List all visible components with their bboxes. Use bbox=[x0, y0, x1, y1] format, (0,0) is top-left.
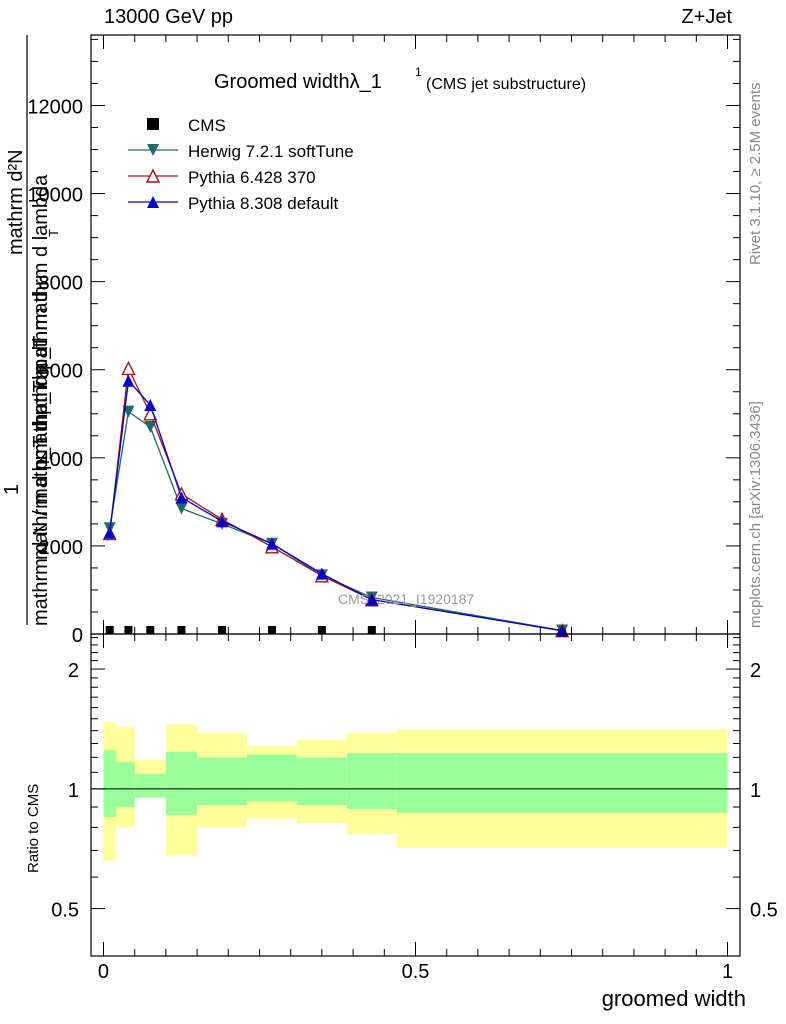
ratio-ytick-label: 2 bbox=[68, 660, 79, 682]
legend-label-0: CMS bbox=[188, 116, 226, 135]
xtick-label: 0 bbox=[98, 961, 109, 983]
legend-marker-2 bbox=[145, 168, 161, 183]
series-3-point bbox=[122, 374, 135, 387]
xlabel: groomed width bbox=[602, 986, 746, 1011]
plot-title-note: (CMS jet substructure) bbox=[426, 76, 586, 93]
ylabel-one: 1 bbox=[1, 484, 23, 495]
ylabel-numerator-lower: mathrm d p_T mathrm d lambda bbox=[30, 174, 52, 460]
legend-marker-3 bbox=[147, 196, 159, 208]
xtick-label: 0.5 bbox=[402, 961, 430, 983]
series-3-point bbox=[175, 491, 188, 504]
ylabel-denominator-upper: mathrm d p_T mathrm d bbox=[30, 346, 52, 560]
series-0-point bbox=[177, 626, 186, 634]
xtick-label: 1 bbox=[722, 961, 733, 983]
main-ytick-label: 2000 bbox=[39, 537, 84, 559]
main-ylabel-group: mathrm d²N mathrm d p_T mathrm d lambda … bbox=[1, 35, 61, 626]
main-ytick-label: 6000 bbox=[39, 361, 84, 383]
ratio-ytick-label: 0.5 bbox=[51, 900, 79, 922]
plot-title-superscript: 1 bbox=[415, 65, 422, 79]
ratio-stat-band bbox=[134, 773, 166, 798]
ratio-ytick-label-right: 0.5 bbox=[750, 900, 778, 922]
ratio-stat-band bbox=[296, 757, 347, 806]
legend-label-3: Pythia 8.308 default bbox=[188, 194, 339, 213]
ratio-bands bbox=[103, 722, 728, 861]
series-line-1 bbox=[109, 410, 563, 632]
series-2-point bbox=[121, 360, 136, 376]
main-ytick-label: 0 bbox=[72, 625, 83, 647]
series-0-point bbox=[267, 626, 276, 634]
ylabel-denominator: mathrm d N / mathrm d p_T mathrm d ... bbox=[30, 269, 52, 627]
ylabel-numerator: mathrm d²N bbox=[5, 149, 27, 255]
main-ytick-label: 4000 bbox=[39, 449, 84, 471]
axis-ticks bbox=[91, 35, 740, 956]
legend-label-1: Herwig 7.2.1 softTune bbox=[188, 142, 354, 161]
series-3-point bbox=[365, 593, 378, 606]
legend-marker-1 bbox=[147, 144, 159, 156]
ratio-ylabel: Ratio to CMS bbox=[25, 784, 42, 873]
header-energy-label: 13000 GeV pp bbox=[104, 6, 233, 28]
series-0-point bbox=[146, 626, 155, 634]
ratio-stat-band bbox=[115, 761, 135, 808]
main-series-group bbox=[102, 360, 570, 638]
ratio-stat-band bbox=[197, 757, 248, 806]
main-ytick-label: 10000 bbox=[27, 185, 83, 207]
legend-label-2: Pythia 6.428 370 bbox=[188, 168, 316, 187]
ratio-ytick-label: 1 bbox=[68, 780, 79, 802]
series-1-point bbox=[144, 420, 157, 433]
legend: CMS Herwig 7.2.1 softTune Pythia 6.428 370… bbox=[128, 116, 354, 213]
main-ytick-label: 8000 bbox=[39, 273, 84, 295]
ylabel-subscript: T bbox=[46, 229, 61, 237]
header-process-label: Z+Jet bbox=[681, 6, 732, 28]
ratio-stat-band bbox=[165, 751, 198, 815]
analysis-watermark: CMS_2021_I1920187 bbox=[338, 591, 474, 607]
series-3-point bbox=[216, 515, 229, 528]
series-0-point bbox=[218, 626, 227, 634]
series-0-point bbox=[367, 626, 376, 634]
series-0-point bbox=[105, 626, 114, 634]
ratio-ytick-label-right: 1 bbox=[750, 780, 761, 802]
mcplots-side-label: mcplots.cern.ch [arXiv:1306.3436] bbox=[747, 401, 764, 628]
ratio-ytick-label-right: 2 bbox=[750, 660, 761, 682]
main-ytick-label: 12000 bbox=[27, 96, 83, 118]
axis-tick-labels: 0 2000 4000 6000 8000 10000 12000 0 0.5 1 0.5 0.5 1 1… bbox=[27, 96, 777, 983]
series-3-point bbox=[103, 526, 116, 539]
series-3-point bbox=[144, 398, 157, 411]
series-0-point bbox=[124, 626, 133, 634]
ratio-stat-band bbox=[247, 754, 297, 802]
rivet-side-label: Rivet 3.1.10, ≥ 2.5M events bbox=[747, 83, 764, 266]
series-3-point bbox=[265, 537, 278, 550]
ratio-stat-band bbox=[346, 753, 397, 809]
ratio-stat-band bbox=[103, 750, 116, 817]
legend-marker-0 bbox=[147, 118, 159, 130]
series-3-point bbox=[315, 567, 328, 580]
series-1-point bbox=[175, 502, 188, 515]
plot-title: Groomed widthλ_1 bbox=[214, 71, 382, 93]
ratio-stat-band bbox=[396, 753, 728, 813]
